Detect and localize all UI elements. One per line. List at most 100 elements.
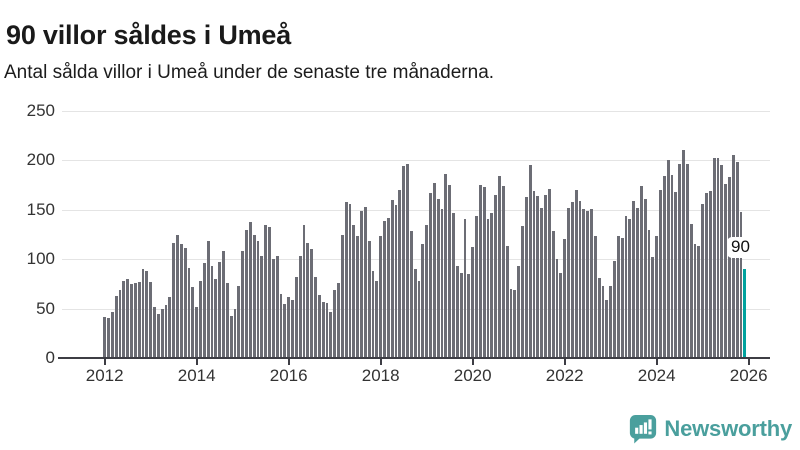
bar bbox=[540, 207, 544, 358]
x-tick bbox=[287, 359, 290, 365]
bar bbox=[662, 176, 666, 358]
bar bbox=[375, 280, 379, 358]
bar bbox=[394, 204, 398, 358]
bar bbox=[156, 313, 160, 358]
bar bbox=[448, 185, 452, 358]
bar bbox=[107, 318, 110, 358]
bar bbox=[360, 210, 363, 358]
bar bbox=[421, 244, 425, 358]
bar bbox=[314, 276, 317, 358]
bar bbox=[490, 212, 494, 358]
bar bbox=[613, 261, 616, 358]
bar bbox=[632, 200, 636, 358]
gridline bbox=[62, 259, 770, 261]
bar bbox=[563, 239, 567, 358]
bar bbox=[463, 218, 467, 358]
bar bbox=[593, 235, 597, 358]
bar bbox=[141, 269, 145, 358]
bar bbox=[402, 166, 406, 358]
bar bbox=[716, 158, 720, 358]
bar bbox=[103, 316, 107, 358]
bar bbox=[570, 201, 574, 358]
bar bbox=[183, 248, 187, 358]
bar bbox=[310, 249, 314, 358]
bar bbox=[233, 308, 237, 358]
bar bbox=[544, 194, 547, 358]
bar bbox=[636, 207, 639, 358]
newsworthy-logo: Newsworthy bbox=[629, 414, 792, 444]
bar bbox=[329, 311, 333, 358]
bar bbox=[475, 215, 478, 358]
bar bbox=[689, 223, 693, 358]
bar bbox=[455, 266, 459, 358]
bar bbox=[597, 277, 601, 358]
bar bbox=[229, 315, 233, 358]
bar bbox=[210, 266, 214, 358]
bar bbox=[513, 289, 517, 358]
bar bbox=[130, 283, 133, 358]
bar bbox=[271, 259, 275, 358]
bar bbox=[371, 271, 375, 358]
bar bbox=[643, 198, 647, 358]
bar bbox=[222, 251, 225, 358]
bar bbox=[294, 276, 298, 358]
bar bbox=[436, 198, 440, 358]
x-tick-label: 2016 bbox=[269, 366, 308, 385]
bar bbox=[325, 302, 329, 358]
bar bbox=[390, 199, 394, 358]
bar bbox=[509, 288, 513, 358]
bar bbox=[578, 200, 582, 358]
bar bbox=[260, 256, 264, 358]
bar bbox=[647, 229, 651, 358]
bar bbox=[356, 236, 360, 358]
bar bbox=[639, 186, 643, 358]
bar bbox=[417, 280, 421, 358]
bar bbox=[137, 281, 141, 358]
bar bbox=[655, 235, 659, 358]
bar bbox=[164, 304, 168, 358]
bar bbox=[275, 256, 279, 358]
bar bbox=[685, 164, 689, 358]
bar bbox=[306, 243, 310, 358]
bar bbox=[363, 206, 367, 358]
y-tick-label: 0 bbox=[45, 348, 55, 367]
bar bbox=[666, 160, 670, 358]
bar bbox=[110, 311, 114, 358]
bar bbox=[241, 251, 245, 358]
bar bbox=[287, 296, 291, 358]
last-value-label: 90 bbox=[727, 237, 754, 258]
bar bbox=[494, 194, 498, 358]
gridline bbox=[62, 160, 770, 162]
page-title: 90 villor såldes i Umeå bbox=[6, 20, 292, 51]
x-tick-label: 2018 bbox=[361, 366, 400, 385]
bar bbox=[724, 184, 728, 358]
bar bbox=[432, 183, 436, 358]
x-tick-label: 2022 bbox=[545, 366, 584, 385]
bar bbox=[195, 306, 199, 358]
bar bbox=[283, 303, 287, 358]
bar bbox=[118, 289, 122, 358]
bar bbox=[574, 190, 578, 358]
x-tick bbox=[195, 359, 198, 365]
newsworthy-logo-text: Newsworthy bbox=[664, 416, 792, 441]
bar bbox=[559, 273, 563, 358]
bar bbox=[425, 224, 429, 358]
bar bbox=[114, 295, 118, 358]
bar bbox=[528, 165, 532, 358]
bar bbox=[720, 165, 724, 358]
bar bbox=[547, 189, 551, 358]
newsworthy-logo-icon bbox=[630, 415, 657, 444]
gridline bbox=[62, 209, 770, 211]
bar bbox=[609, 285, 613, 358]
bar bbox=[302, 224, 306, 358]
bar bbox=[172, 243, 176, 358]
x-tick-label: 2014 bbox=[177, 366, 216, 385]
bar bbox=[551, 230, 555, 358]
bar bbox=[701, 203, 705, 358]
bar bbox=[160, 308, 164, 358]
bar bbox=[659, 190, 662, 358]
bar bbox=[567, 207, 570, 358]
bar bbox=[225, 282, 229, 358]
highlight-bar bbox=[743, 269, 747, 358]
